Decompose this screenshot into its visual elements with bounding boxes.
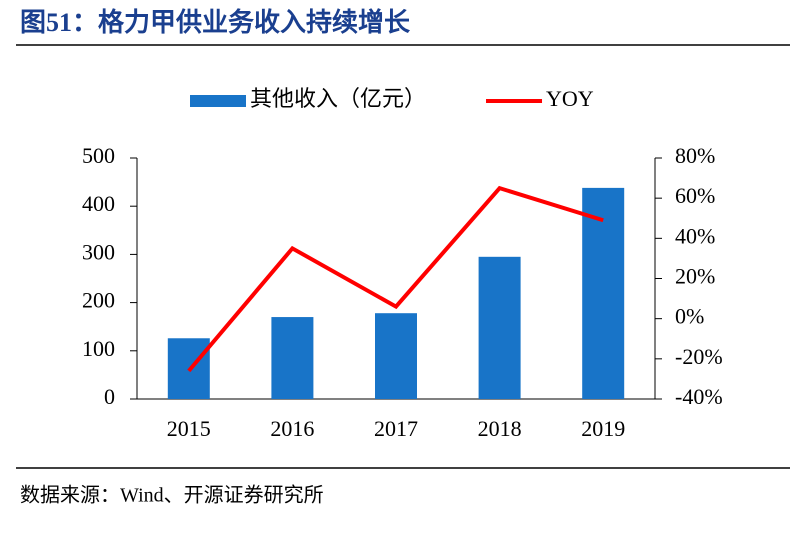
bar: [271, 317, 314, 399]
bar: [478, 256, 521, 399]
y-tick-label: 300: [82, 239, 115, 264]
x-tick-label: 2015: [167, 416, 211, 441]
line: [187, 185, 604, 373]
y-tick-label: 400: [82, 191, 115, 216]
y-tick-label: 500: [82, 143, 115, 168]
y2-tick-label: -40%: [675, 384, 723, 409]
y-tick-label: 200: [82, 288, 115, 313]
x-tick-label: 2018: [478, 416, 522, 441]
legend-label: 其他收入（亿元）: [250, 86, 426, 111]
x-tick-label: 2017: [374, 416, 418, 441]
y2-tick-label: 0%: [675, 304, 704, 329]
bar: [582, 187, 625, 399]
legend-swatch: [190, 95, 246, 107]
y-tick-label: 0: [104, 384, 115, 409]
x-tick-label: 2016: [270, 416, 314, 441]
x-tick-label: 2019: [581, 416, 625, 441]
y2-tick-label: 60%: [675, 183, 715, 208]
figure-title: 图51：格力甲供业务收入持续增长: [20, 7, 411, 37]
y2-tick-label: 40%: [675, 223, 715, 248]
y-tick-label: 100: [82, 336, 115, 361]
legend-label: YOY: [546, 86, 594, 111]
y2-tick-label: -20%: [675, 344, 723, 369]
source-note: 数据来源：Wind、开源证券研究所: [20, 484, 324, 507]
bar: [375, 313, 417, 399]
y2-tick-label: 20%: [675, 264, 715, 289]
y2-tick-label: 80%: [675, 143, 715, 168]
